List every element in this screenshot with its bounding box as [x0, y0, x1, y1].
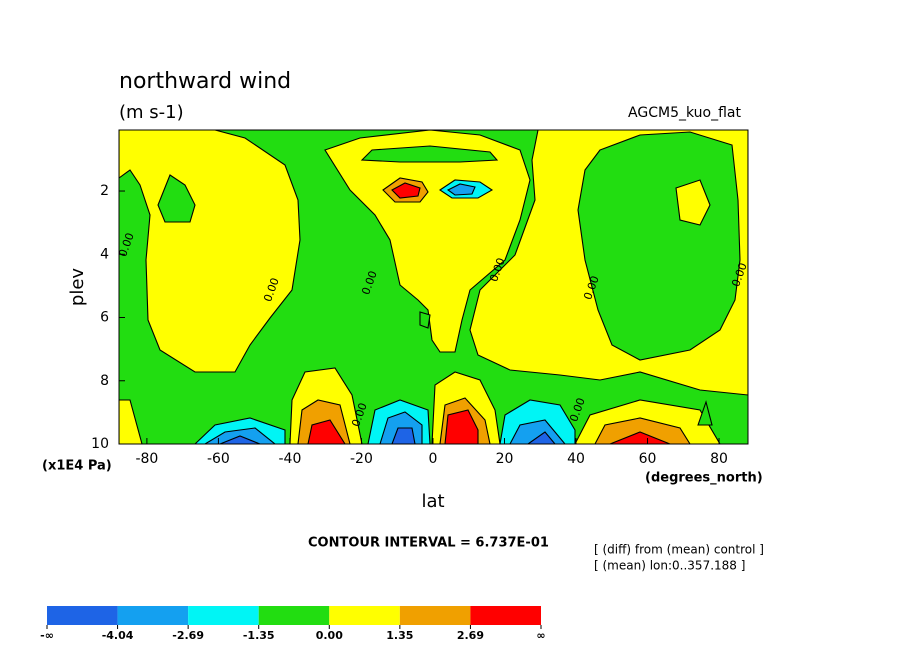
- y-tick-label: 6: [100, 310, 109, 326]
- y-tick-label: 8: [100, 373, 109, 389]
- contour-interval: CONTOUR INTERVAL = 6.737E-01: [308, 536, 549, 551]
- chart-subtitle: (m s-1): [119, 102, 184, 123]
- y-axis-label: plev: [67, 268, 88, 307]
- contour-region: [219, 435, 261, 444]
- colorbar-swatch: [399, 606, 471, 625]
- colorbar-swatch: [47, 606, 118, 625]
- colorbar-label: 0.00: [316, 629, 343, 642]
- contour-region: [391, 427, 416, 444]
- y-tick-label: 2: [100, 183, 109, 199]
- colorbar-swatch: [329, 606, 400, 625]
- colorbar-label: -∞: [40, 629, 54, 642]
- contour-region: [509, 419, 566, 444]
- x-tick-label: 60: [639, 451, 657, 467]
- contour-region: [675, 179, 711, 226]
- contour-region: [360, 145, 499, 163]
- colorbar-label: -4.04: [102, 629, 134, 642]
- colorbar-label: -2.69: [172, 629, 204, 642]
- x-tick-label: -60: [207, 451, 230, 467]
- colorbar-swatch: [258, 606, 330, 625]
- colorbar-swatch: [470, 606, 541, 625]
- chart-title: northward wind: [119, 69, 291, 94]
- x-tick-label: -40: [278, 451, 301, 467]
- colorbar-label: 2.69: [457, 629, 484, 642]
- y-tick-label: 10: [91, 436, 109, 452]
- contour-field: [119, 130, 748, 444]
- x-axis-units: (degrees_north): [645, 471, 763, 486]
- y-tick-label: 4: [100, 246, 109, 262]
- note: [ (mean) lon:0..357.188 ]: [594, 559, 745, 573]
- contour-region: [307, 419, 346, 444]
- colorbar-swatch: [188, 606, 259, 625]
- contour-region: [157, 174, 196, 223]
- x-tick-label: 0: [429, 451, 438, 467]
- contour-region: [609, 431, 671, 444]
- contour-region: [527, 431, 556, 444]
- contour-region: [594, 417, 691, 444]
- x-tick-label: -20: [350, 451, 373, 467]
- colorbar-label: -1.35: [243, 629, 275, 642]
- contour-region: [446, 183, 476, 196]
- x-tick-label: 20: [496, 451, 514, 467]
- dataset-label: AGCM5_kuo_flat: [628, 105, 741, 121]
- x-tick-label: 40: [567, 451, 585, 467]
- contour-region: [119, 399, 143, 444]
- note: [ (diff) from (mean) control ]: [594, 543, 764, 557]
- x-tick-label: 80: [710, 451, 728, 467]
- contour-region: [419, 311, 431, 329]
- contour-region: [391, 182, 421, 199]
- y-axis-units: (x1E4 Pa): [42, 459, 112, 474]
- contour-region: [444, 409, 479, 444]
- colorbar-label: 1.35: [386, 629, 413, 642]
- colorbar-swatch: [117, 606, 189, 625]
- colorbar-label: ∞: [536, 629, 545, 642]
- x-tick-label: -80: [135, 451, 158, 467]
- plot-frame: [118, 129, 749, 445]
- contour-region: [697, 400, 713, 426]
- x-axis-label: lat: [421, 491, 444, 512]
